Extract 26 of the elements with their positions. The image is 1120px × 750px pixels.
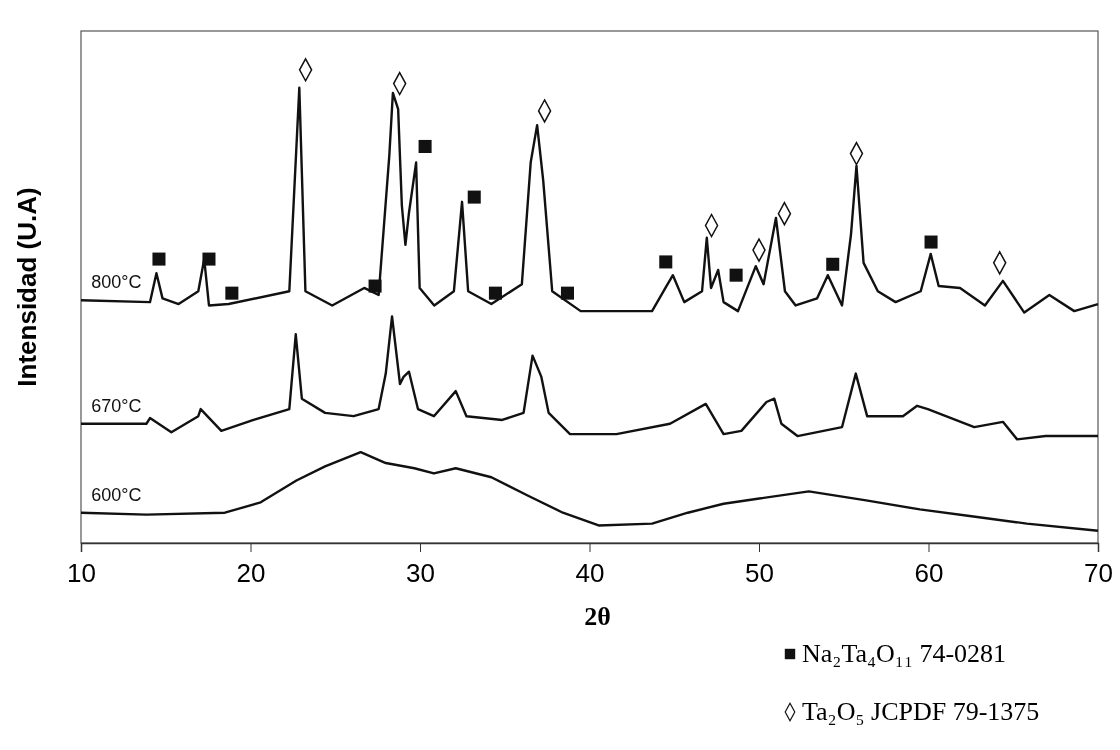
point bbox=[152, 252, 166, 266]
x-tick-label: 40 bbox=[575, 558, 605, 589]
legend-label: Na₂Ta₄O₁₁ 74-0281 bbox=[802, 639, 1007, 668]
point bbox=[488, 286, 502, 300]
y-axis-title: Intensidad (U.A) bbox=[12, 187, 42, 387]
point bbox=[202, 252, 216, 266]
point bbox=[729, 268, 743, 282]
series-label: 600°C bbox=[91, 484, 142, 505]
point bbox=[225, 286, 239, 300]
point bbox=[418, 139, 432, 153]
x-tick-label: 50 bbox=[745, 558, 774, 589]
legend-label: Ta₂O₅ JCPDF 79-1375 bbox=[802, 697, 1040, 726]
x-tick-label: 70 bbox=[1084, 558, 1113, 589]
series-label: 670°C bbox=[91, 395, 142, 416]
point bbox=[467, 190, 481, 204]
x-axis-title: 2θ bbox=[584, 602, 611, 631]
x-tick-label: 10 bbox=[67, 558, 96, 589]
point bbox=[560, 286, 574, 300]
x-tick-label: 30 bbox=[406, 558, 435, 589]
x-tick-label: 60 bbox=[914, 558, 944, 589]
x-tick-label: 20 bbox=[236, 558, 266, 589]
point bbox=[659, 255, 673, 269]
point bbox=[368, 279, 382, 293]
series-label: 800°C bbox=[91, 272, 142, 293]
point bbox=[826, 257, 840, 271]
point bbox=[924, 235, 938, 249]
